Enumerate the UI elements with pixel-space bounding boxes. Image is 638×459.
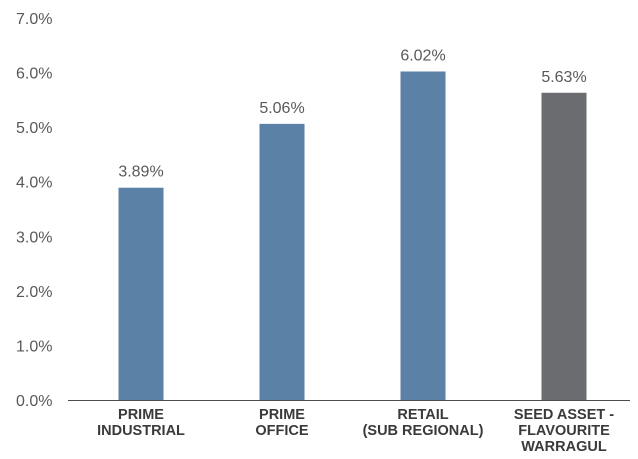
y-tick-label: 1.0% xyxy=(16,338,52,355)
bar xyxy=(400,71,446,400)
y-tick-label: 6.0% xyxy=(16,66,52,83)
bar xyxy=(541,92,587,401)
bar xyxy=(118,187,164,400)
y-tick-label: 4.0% xyxy=(16,175,52,192)
y-tick-label: 2.0% xyxy=(16,284,52,301)
data-label: 5.06% xyxy=(259,100,304,117)
y-tick-label: 5.0% xyxy=(16,120,52,137)
x-category-label: PRIME OFFICE xyxy=(255,407,308,439)
data-label: 5.63% xyxy=(541,69,586,86)
y-tick-label: 3.0% xyxy=(16,229,52,246)
y-tick-label: 0.0% xyxy=(16,393,52,410)
x-category-label: RETAIL (SUB REGIONAL) xyxy=(363,407,484,439)
y-tick-label: 7.0% xyxy=(16,11,52,28)
data-label: 3.89% xyxy=(118,164,163,181)
bar xyxy=(259,123,305,401)
data-label: 6.02% xyxy=(400,47,445,64)
x-category-label: PRIME INDUSTRIAL xyxy=(97,407,185,439)
x-category-label: SEED ASSET -FLAVOURITE WARRAGUL xyxy=(514,407,614,455)
